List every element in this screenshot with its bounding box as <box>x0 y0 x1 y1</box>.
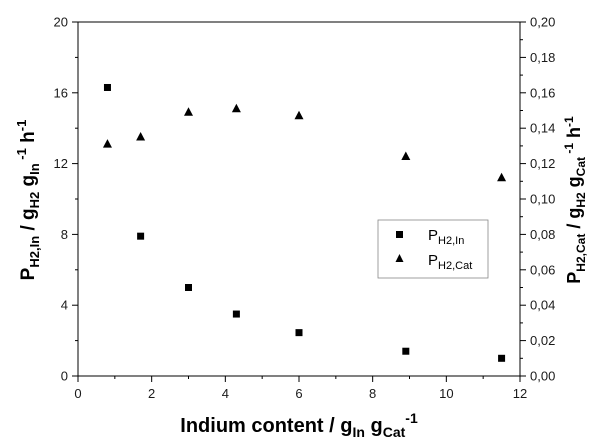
data-point-triangle <box>231 103 241 113</box>
y-right-tick-label: 0,08 <box>530 227 555 242</box>
x-tick-label: 12 <box>513 386 527 401</box>
data-point-triangle <box>497 172 507 182</box>
legend-square-marker <box>396 231 403 238</box>
legend-box <box>377 219 489 279</box>
y-axis-left-title: PH2,In / gH2 gIn -1 h-1 <box>14 120 42 281</box>
data-point-triangle <box>294 110 304 120</box>
y-axis-right-title: PH2,Cat / gH2 gCat -1 h-1 <box>562 116 588 284</box>
x-tick-labels: 0 2 4 6 8 10 12 <box>74 386 527 401</box>
y-right-tick-label: 0,00 <box>530 369 555 384</box>
data-point-square <box>232 310 240 318</box>
y-right-tick-label: 0,04 <box>530 298 555 313</box>
data-point-square <box>103 83 111 91</box>
x-tick-label: 4 <box>222 386 229 401</box>
x-axis-title: Indium content / gIn gCat-1 <box>180 410 418 440</box>
y-left-tick-label: 16 <box>54 85 68 100</box>
data-point-triangle <box>102 139 112 148</box>
y-left-tick-label: 8 <box>61 227 68 242</box>
y-right-tick-label: 0,02 <box>530 333 555 348</box>
data-point-square <box>137 232 145 240</box>
legend-label-series-1: PH2,In <box>428 227 464 247</box>
ticks <box>72 21 526 382</box>
y-right-tick-label: 0,20 <box>530 15 555 30</box>
y-left-tick-labels: 0 4 8 12 16 20 <box>54 15 68 384</box>
data-point-square <box>185 284 192 291</box>
data-point-triangle <box>136 132 146 141</box>
x-tick-label: 8 <box>369 386 376 401</box>
plot-frame <box>77 21 521 377</box>
y-right-tick-labels: 0,00 0,02 0,04 0,06 0,08 0,10 0,12 0,14 0,16 0,18… <box>530 15 555 384</box>
data-markers <box>102 83 507 362</box>
x-tick-label: 10 <box>439 386 453 401</box>
x-tick-label: 0 <box>74 386 81 401</box>
y-right-tick-label: 0,16 <box>530 85 555 100</box>
y-right-tick-label: 0,14 <box>530 121 555 136</box>
data-point-triangle <box>184 107 193 116</box>
y-right-tick-label: 0,18 <box>530 50 555 65</box>
data-point-square <box>498 354 506 362</box>
y-left-tick-label: 4 <box>61 298 68 313</box>
data-point-square <box>402 347 410 355</box>
y-right-tick-label: 0,12 <box>530 156 555 171</box>
y-left-tick-label: 20 <box>54 15 68 30</box>
legend: PH2,In PH2,Cat <box>377 219 489 279</box>
y-right-tick-label: 0,06 <box>530 262 555 277</box>
y-left-tick-label: 0 <box>61 369 68 384</box>
y-right-tick-label: 0,10 <box>530 192 555 207</box>
y-left-tick-label: 12 <box>54 156 68 171</box>
legend-label-series-2: PH2,Cat <box>428 252 472 272</box>
legend-triangle-marker <box>395 254 404 262</box>
x-tick-label: 6 <box>295 386 302 401</box>
data-point-triangle <box>401 151 411 161</box>
x-tick-label: 2 <box>148 386 155 401</box>
data-point-square <box>295 329 303 337</box>
